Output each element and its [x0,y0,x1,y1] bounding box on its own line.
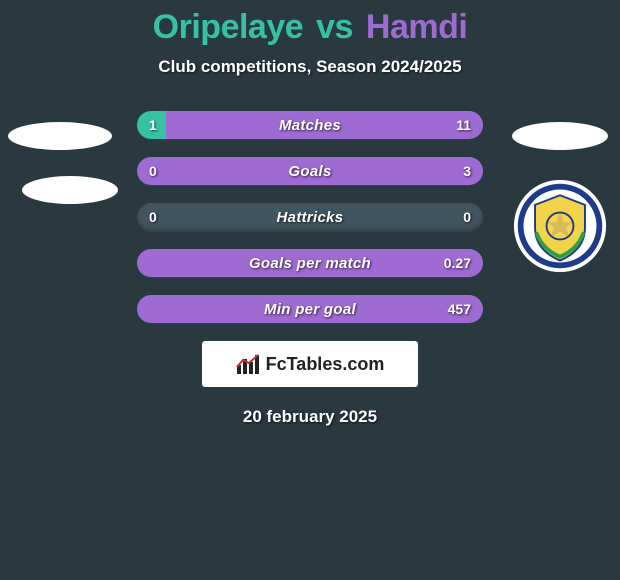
title: Oripelaye vs Hamdi [0,8,620,47]
stat-bar: 03Goals [137,157,483,185]
stat-bar: 111Matches [137,111,483,139]
stat-label: Goals [137,157,483,185]
vs-text: vs [316,8,353,46]
stat-bar: 457Min per goal [137,295,483,323]
stat-bar: 0.27Goals per match [137,249,483,277]
brand-bars-icon [236,353,262,375]
brand-text: FcTables.com [266,354,385,375]
date-text: 20 february 2025 [0,407,620,427]
comparison-infographic: Oripelaye vs Hamdi Club competitions, Se… [0,0,620,580]
stat-label: Hattricks [137,203,483,231]
stat-bars: 111Matches 03Goals 00Hattricks 0.27Goals pe… [137,111,483,323]
decor-ellipse-left-1 [8,122,112,150]
player1-name: Oripelaye [153,8,303,46]
club-badge-icon [512,178,608,274]
decor-ellipse-left-2 [22,176,118,204]
stat-label: Min per goal [137,295,483,323]
decor-ellipse-right-1 [512,122,608,150]
brand-box: FcTables.com [202,341,418,387]
stat-label: Goals per match [137,249,483,277]
subtitle: Club competitions, Season 2024/2025 [0,57,620,77]
stat-label: Matches [137,111,483,139]
player2-name: Hamdi [366,8,467,46]
stat-bar: 00Hattricks [137,203,483,231]
